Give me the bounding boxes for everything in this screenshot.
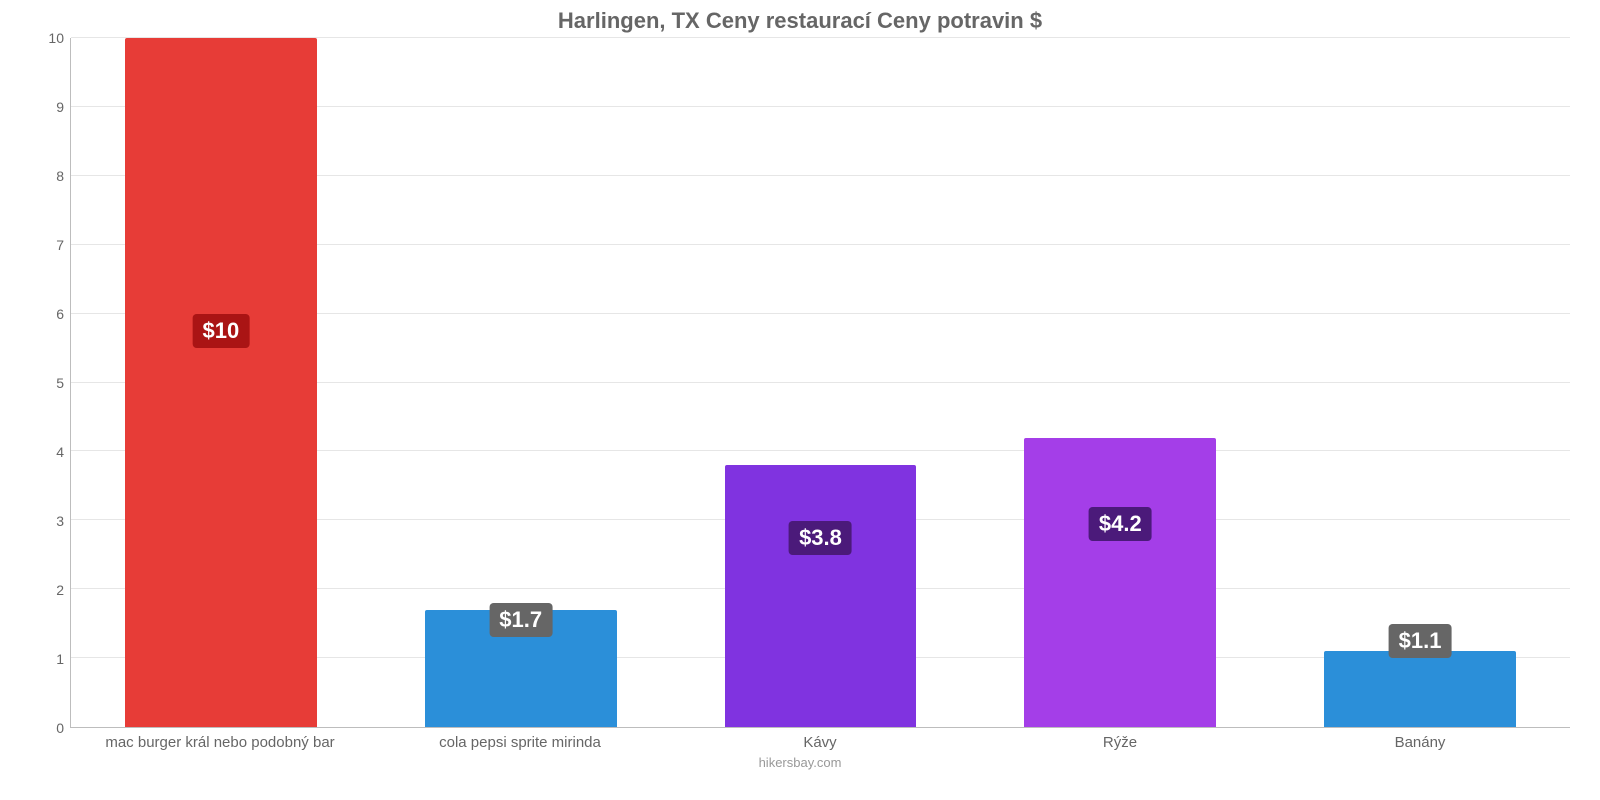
- bar-value-label: $10: [193, 314, 250, 348]
- y-tick-label: 8: [30, 168, 64, 184]
- y-tick-label: 2: [30, 582, 64, 598]
- bar-value-label: $4.2: [1089, 507, 1152, 541]
- y-tick-label: 5: [30, 375, 64, 391]
- y-tick-label: 1: [30, 651, 64, 667]
- y-tick-label: 0: [30, 720, 64, 736]
- bar-slot: $10: [71, 38, 371, 727]
- bars-container: $10 $1.7 $3.8 $4.2 $1.1: [71, 38, 1570, 727]
- y-tick-label: 10: [30, 30, 64, 46]
- bar-value-label: $1.1: [1389, 624, 1452, 658]
- plot-area: $10 $1.7 $3.8 $4.2 $1.1: [70, 38, 1570, 728]
- bar: [725, 465, 917, 727]
- bar-value-label: $1.7: [489, 603, 552, 637]
- x-tick-label: Rýže: [970, 728, 1270, 751]
- y-tick-label: 4: [30, 444, 64, 460]
- x-tick-label: Banány: [1270, 728, 1570, 751]
- x-tick-label: Kávy: [670, 728, 970, 751]
- attribution: hikersbay.com: [30, 751, 1570, 770]
- bar: [125, 38, 317, 727]
- y-tick-label: 3: [30, 513, 64, 529]
- bar-slot: $1.7: [371, 38, 671, 727]
- y-tick-label: 7: [30, 237, 64, 253]
- bar: [1324, 651, 1516, 727]
- bar-slot: $4.2: [970, 38, 1270, 727]
- bar-value-label: $3.8: [789, 521, 852, 555]
- bar-slot: $1.1: [1270, 38, 1570, 727]
- y-tick-label: 9: [30, 99, 64, 115]
- x-axis: mac burger král nebo podobný barcola pep…: [70, 728, 1570, 751]
- y-axis: 012345678910: [30, 38, 70, 728]
- bar-slot: $3.8: [671, 38, 971, 727]
- x-tick-label: mac burger král nebo podobný bar: [70, 728, 370, 751]
- price-bar-chart: Harlingen, TX Ceny restaurací Ceny potra…: [0, 0, 1600, 800]
- x-tick-label: cola pepsi sprite mirinda: [370, 728, 670, 751]
- chart-title: Harlingen, TX Ceny restaurací Ceny potra…: [30, 0, 1570, 38]
- plot-row: 012345678910 $10$1.7$3.8$4.2$1.1: [30, 38, 1570, 728]
- bar: [1024, 438, 1216, 727]
- y-tick-label: 6: [30, 306, 64, 322]
